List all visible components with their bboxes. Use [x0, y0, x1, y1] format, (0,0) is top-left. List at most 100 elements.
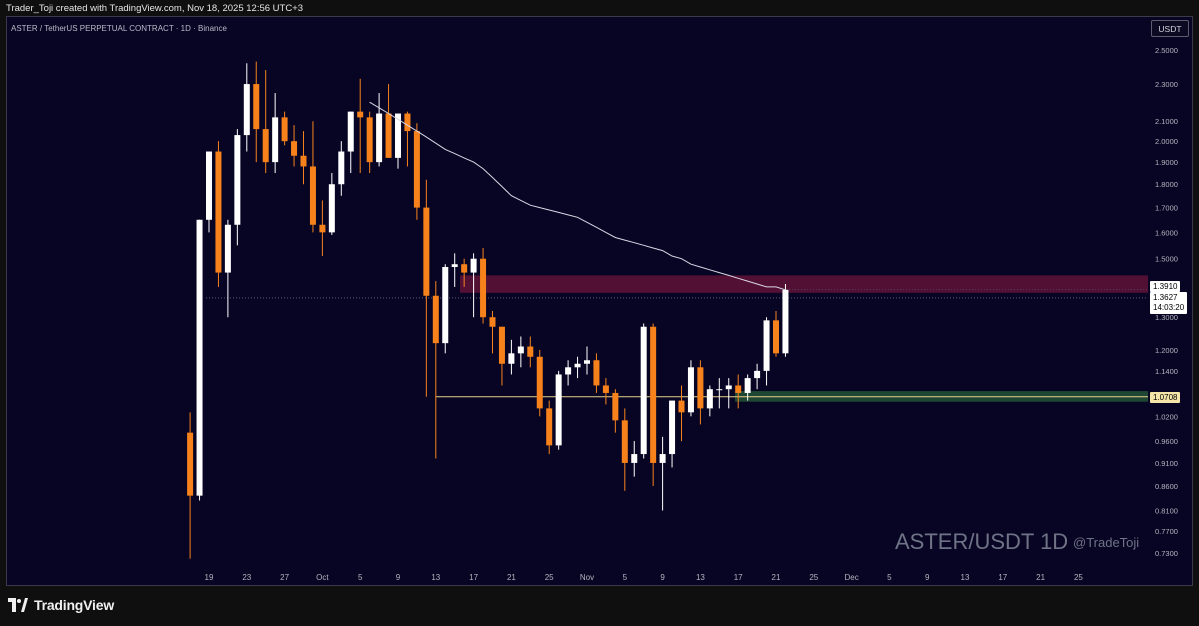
candle-body: [376, 113, 383, 163]
candle-body: [300, 155, 307, 167]
time-tick-label: 9: [660, 573, 665, 582]
candle-body: [432, 295, 439, 344]
time-tick-label: Oct: [316, 573, 329, 582]
price-tick-label: 0.9100: [1155, 459, 1178, 468]
candle-body: [413, 131, 420, 208]
candle-body: [385, 113, 392, 158]
candle-body: [725, 385, 732, 390]
candles-layer: [187, 61, 789, 559]
candle-body: [423, 207, 430, 296]
candle-body: [593, 360, 600, 386]
price-tick-label: 1.6000: [1155, 228, 1178, 237]
tradingview-brand[interactable]: TradingView: [8, 597, 114, 613]
candle-body: [527, 346, 534, 357]
time-tick-label: 25: [1074, 573, 1083, 582]
price-tick-label: 2.3000: [1155, 80, 1178, 89]
footer-bar: [0, 586, 1199, 626]
time-tick-label: 5: [358, 573, 363, 582]
candle-body: [234, 135, 241, 225]
candle-body: [659, 454, 666, 463]
chart-frame[interactable]: [6, 16, 1193, 586]
price-tick-label: 0.8100: [1155, 507, 1178, 516]
time-tick-label: 17: [998, 573, 1007, 582]
time-tick-label: 9: [925, 573, 930, 582]
time-tick-label: 27: [280, 573, 289, 582]
candle-body: [347, 111, 354, 152]
candle-body: [669, 400, 676, 455]
candle-body: [565, 367, 572, 375]
price-tick-label: 2.1000: [1155, 117, 1178, 126]
resistance-price-tag: 1.3910: [1150, 281, 1181, 292]
candle-body: [328, 184, 335, 233]
candle-body: [555, 374, 562, 446]
time-tick-label: 5: [623, 573, 628, 582]
current-price-value: 1.3627: [1153, 293, 1178, 302]
candle-body: [291, 141, 298, 156]
candle-body: [763, 320, 770, 371]
time-tick-label: 21: [507, 573, 516, 582]
time-tick-label: Dec: [844, 573, 858, 582]
price-tick-label: 0.8600: [1155, 482, 1178, 491]
price-axis: 2.5000 2.3000 2.1000 2.0000 1.9000 1.8000 1.70…: [1155, 46, 1178, 558]
zones-layer: [206, 275, 1148, 402]
candle-body: [442, 266, 449, 344]
candle-body: [309, 166, 316, 225]
currency-unit-button[interactable]: USDT: [1151, 20, 1189, 37]
price-tick-label: 1.0200: [1155, 412, 1178, 421]
price-tick-label: 1.8000: [1155, 180, 1178, 189]
candle-body: [754, 370, 761, 379]
resistance-zone: [460, 275, 1148, 293]
candle-body: [489, 317, 496, 327]
candle-body: [687, 367, 694, 413]
candle-body: [498, 326, 505, 364]
time-tick-label: 23: [242, 573, 251, 582]
candle-body: [253, 84, 260, 130]
candle-body: [395, 113, 401, 158]
candle-body: [640, 326, 647, 455]
price-tick-label: 1.3000: [1155, 313, 1178, 322]
watermark-handle: @TradeToji: [1073, 535, 1140, 550]
time-tick-label: 5: [887, 573, 892, 582]
time-axis: 19 23 27 Oct 5 9 13 17 21 25 Nov 5 9 13 17 21 25 Dec 5 9 13 1…: [205, 573, 1084, 582]
candle-body: [366, 117, 373, 163]
tradingview-logo-icon: [8, 598, 28, 612]
time-tick-label: 13: [431, 573, 440, 582]
candle-body: [272, 117, 279, 163]
candle-body: [451, 264, 458, 267]
price-tick-label: 1.2000: [1155, 346, 1178, 355]
symbol-description: ASTER / TetherUS PERPETUAL CONTRACT · 1D…: [11, 24, 227, 33]
candle-body: [602, 385, 609, 393]
candle-body: [215, 151, 222, 273]
candle-body: [517, 346, 524, 354]
price-tick-label: 2.0000: [1155, 137, 1178, 146]
support-price-tag: 1.0708: [1150, 392, 1181, 403]
price-tick-label: 0.7700: [1155, 527, 1178, 536]
candle-body: [546, 408, 553, 446]
price-tick-label: 1.7000: [1155, 204, 1178, 213]
time-tick-label: 19: [205, 573, 214, 582]
time-tick-label: 21: [772, 573, 781, 582]
candle-body: [584, 360, 590, 364]
candle-body: [508, 353, 515, 364]
candle-body: [650, 326, 657, 463]
price-tick-label: 0.7300: [1155, 549, 1178, 558]
candle-body: [243, 84, 250, 136]
candle-body: [357, 111, 364, 118]
candle-body: [404, 113, 411, 132]
candle-body: [281, 117, 288, 142]
time-tick-label: Nov: [580, 573, 594, 582]
bar-countdown: 14:03:20: [1153, 303, 1185, 312]
time-tick-label: 21: [1036, 573, 1045, 582]
brand-name: TradingView: [34, 597, 115, 613]
candle-body: [461, 264, 468, 273]
candle-body: [744, 378, 751, 393]
price-tick-label: 1.5000: [1155, 255, 1178, 264]
candle-body: [612, 392, 619, 421]
time-tick-label: 25: [809, 573, 818, 582]
candle-body: [196, 219, 203, 496]
top-credit-bar: Trader_Toji created with TradingView.com…: [0, 0, 1199, 16]
candle-body: [470, 258, 477, 273]
candle-body: [224, 224, 231, 273]
candle-body: [338, 151, 345, 185]
